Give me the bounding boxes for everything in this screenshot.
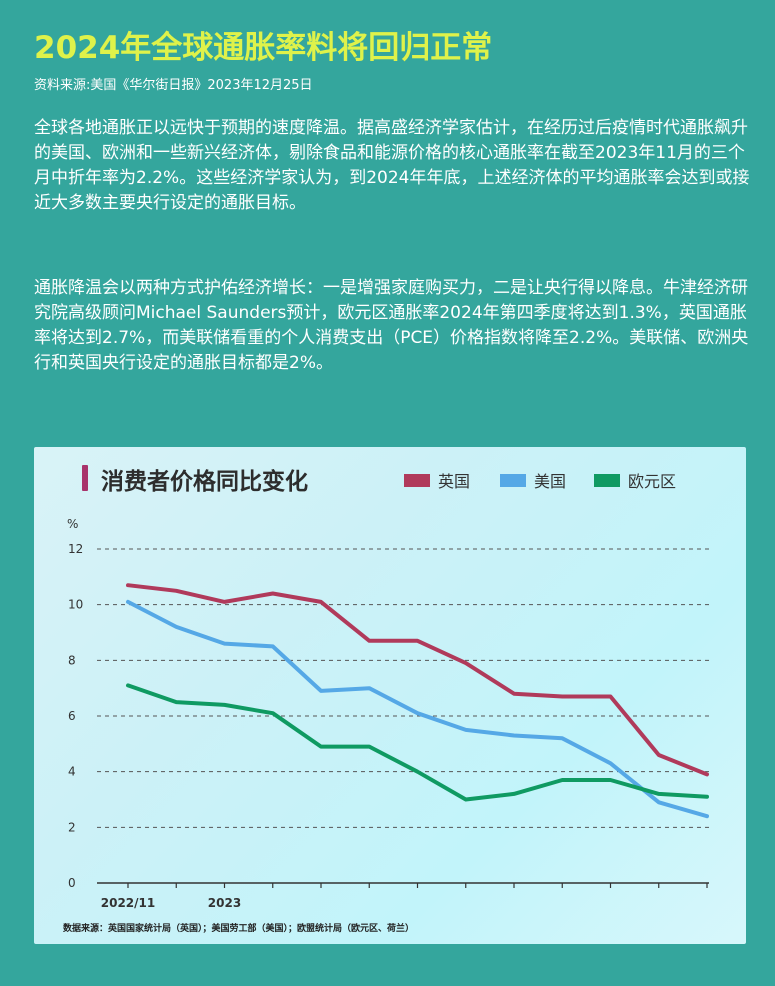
- y-tick-label-4: 4: [68, 765, 76, 779]
- y-tick-label-6: 6: [68, 709, 76, 723]
- legend-swatch-uk: [404, 473, 430, 487]
- series-line-1: [126, 599, 709, 819]
- line-chart: 0 2 4 6 8 10 12 2022/11 2023: [68, 542, 709, 910]
- y-axis-unit: %: [67, 517, 79, 531]
- legend-item-us: 美国: [500, 468, 566, 492]
- chart-title-accent: [82, 465, 88, 491]
- legend-label-us: 美国: [534, 472, 567, 491]
- y-tick-label-0: 0: [68, 876, 76, 890]
- data-source-note: 数据来源：英国国家统计局（英国）；美国劳工部（美国）；欧盟统计局（欧元区、荷兰）: [63, 924, 415, 934]
- paragraph-2: 通胀降温会以两种方式护佑经济增长：一是增强家庭购买力，二是让央行得以降息。牛津经…: [34, 278, 749, 373]
- x-tick-label-0: 2022/11: [101, 896, 155, 910]
- y-tick-label-8: 8: [68, 653, 76, 667]
- legend-swatch-us: [500, 473, 526, 487]
- y-tick-label-12: 12: [68, 542, 83, 556]
- legend-label-eurozone: 欧元区: [628, 472, 677, 491]
- legend-item-uk: 英国: [404, 468, 470, 492]
- series-line-0: [126, 583, 709, 777]
- legend-swatch-eurozone: [594, 473, 620, 487]
- chart-title: 消费者价格同比变化: [101, 469, 308, 495]
- chart-card: 消费者价格同比变化 英国 美国 欧元区 % 0 2 4 6 8 10 12 2022/11 20…: [34, 447, 746, 944]
- paragraph-1: 全球各地通胀正以远快于预期的速度降温。据高盛经济学家估计，在经历过后疫情时代通胀…: [34, 118, 750, 213]
- legend-label-uk: 英国: [438, 472, 471, 491]
- article-source: 资料来源:美国《华尔街日报》2023年12月25日: [34, 78, 313, 93]
- y-tick-label-10: 10: [68, 598, 83, 612]
- legend-item-eurozone: 欧元区: [594, 468, 676, 492]
- y-tick-label-2: 2: [68, 820, 76, 834]
- series-line-2: [126, 683, 709, 802]
- page-title: 2024年全球通胀率料将回归正常: [34, 30, 493, 66]
- x-tick-label-2: 2023: [208, 896, 241, 910]
